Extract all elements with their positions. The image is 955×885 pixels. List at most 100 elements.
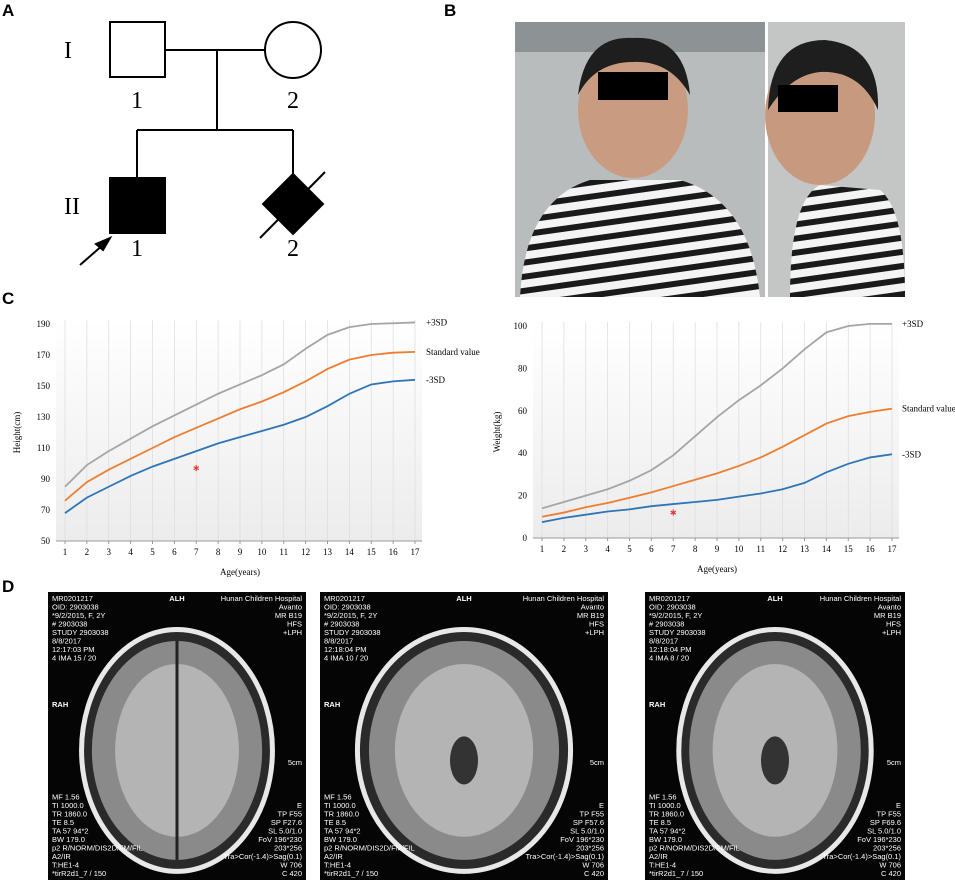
ventricles bbox=[450, 736, 478, 785]
mri-annotation: A2/IR bbox=[649, 852, 668, 861]
mri-annotation: STUDY 2903038 bbox=[649, 628, 706, 637]
mri-annotation: 12:18:04 PM bbox=[649, 645, 692, 654]
x-tick-label: 13 bbox=[323, 547, 333, 557]
x-tick-label: 1 bbox=[540, 544, 545, 554]
mri-annotation: FoV 196*230 bbox=[560, 835, 604, 844]
individual-id: 2 bbox=[287, 236, 299, 262]
series-line bbox=[541, 322, 892, 510]
mri-annotation: *9/2/2015, F, 2Y bbox=[52, 611, 105, 620]
individual-id: 1 bbox=[131, 88, 143, 114]
x-tick-label: 12 bbox=[301, 547, 310, 557]
mri-annotation: *tirR2d1_7 / 150 bbox=[649, 869, 703, 878]
series-line bbox=[64, 378, 416, 514]
mri-annotation: T:HE1-4 bbox=[52, 861, 79, 870]
mri-annotation: MR B19 bbox=[275, 611, 302, 620]
individual-id: 2 bbox=[287, 88, 299, 114]
mri-annotation: E bbox=[896, 801, 901, 810]
patient-photos bbox=[515, 22, 905, 297]
mri-annotation: A2/IR bbox=[324, 852, 343, 861]
mri-annotation: W 706 bbox=[582, 861, 604, 870]
x-tick-label: 1 bbox=[63, 547, 68, 557]
y-axis-title: Height(cm) bbox=[12, 412, 22, 453]
pedigree bbox=[79, 21, 326, 266]
mri-annotation: TI 1000.0 bbox=[649, 801, 681, 810]
x-tick-label: 3 bbox=[107, 547, 112, 557]
mri-annotation: TR 1860.0 bbox=[52, 810, 87, 819]
series-line bbox=[64, 351, 416, 502]
mri-annotation: TA 57 94*2 bbox=[52, 827, 89, 836]
series-label: -3SD bbox=[426, 375, 446, 385]
x-tick-label: 17 bbox=[888, 544, 898, 554]
series-line bbox=[64, 321, 416, 488]
x-tick-label: 6 bbox=[172, 547, 177, 557]
individual-id: 1 bbox=[131, 236, 143, 262]
mri-annotation: C 420 bbox=[282, 869, 302, 878]
x-tick-label: 13 bbox=[800, 544, 810, 554]
y-tick-label: 130 bbox=[37, 412, 51, 422]
mri-annotation: +LPH bbox=[882, 628, 901, 637]
mri-annotation: p2 R/NORM/DIS2D/FM/FIL bbox=[324, 844, 415, 853]
mri-annotation: RAH bbox=[324, 700, 340, 709]
plot-background bbox=[56, 320, 422, 541]
x-tick-label: 3 bbox=[584, 544, 589, 554]
mri-annotation: MF 1.56 bbox=[649, 793, 677, 802]
x-tick-label: 16 bbox=[866, 544, 876, 554]
mri-annotation: 203*256 bbox=[873, 844, 901, 853]
x-tick-label: 9 bbox=[238, 547, 243, 557]
mri-annotation: 5cm bbox=[887, 758, 901, 767]
mri-annotation: 203*256 bbox=[576, 844, 604, 853]
mri-annotation: 8/8/2017 bbox=[324, 637, 353, 646]
mri-annotation: RAH bbox=[52, 700, 68, 709]
mri-annotation: # 2903038 bbox=[52, 620, 87, 629]
mri-annotation: p2 R/NORM/DIS2D/FM/FIL bbox=[52, 844, 143, 853]
y-tick-label: 60 bbox=[518, 406, 528, 416]
x-tick-label: 11 bbox=[756, 544, 765, 554]
x-tick-label: 8 bbox=[693, 544, 698, 554]
mri-annotation: SL 5.0/1.0 bbox=[867, 827, 901, 836]
mri-annotation: A2/IR bbox=[52, 852, 71, 861]
x-tick-label: 4 bbox=[128, 547, 133, 557]
mri-annotation: TP F55 bbox=[278, 810, 302, 819]
mri-annotation: MF 1.56 bbox=[324, 793, 352, 802]
y-tick-label: 20 bbox=[518, 491, 528, 501]
mri-annotation: TI 1000.0 bbox=[324, 801, 356, 810]
mri-annotation: MR B19 bbox=[874, 611, 901, 620]
mri-annotation: OID: 2903038 bbox=[649, 603, 696, 612]
mri-annotation: 8/8/2017 bbox=[52, 637, 81, 646]
mri-annotation: ALH bbox=[456, 594, 471, 603]
mri-annotation: 4 IMA 15 / 20 bbox=[52, 654, 96, 663]
mri-annotation: # 2903038 bbox=[649, 620, 684, 629]
x-tick-label: 2 bbox=[562, 544, 567, 554]
y-tick-label: 100 bbox=[514, 321, 528, 331]
x-tick-label: 6 bbox=[649, 544, 654, 554]
panel-label: B bbox=[444, 1, 456, 20]
mri-annotation: W 706 bbox=[280, 861, 302, 870]
panel-label: C bbox=[2, 289, 14, 308]
mri-annotation: *tirR2d1_7 / 150 bbox=[324, 869, 378, 878]
mri-annotation: TE 8.5 bbox=[324, 818, 346, 827]
mri-annotation: FoV 196*230 bbox=[857, 835, 901, 844]
mri-annotation: TP F55 bbox=[580, 810, 604, 819]
y-tick-label: 70 bbox=[41, 505, 51, 515]
series-label: Standard value bbox=[902, 404, 955, 414]
mri-annotation: TE 8.5 bbox=[52, 818, 74, 827]
y-tick-label: 150 bbox=[37, 381, 51, 391]
mri-annotation: MF 1.56 bbox=[52, 793, 80, 802]
x-axis-title: Age(years) bbox=[220, 567, 260, 577]
x-axis-title: Age(years) bbox=[697, 564, 737, 574]
mri-annotation: MR0201217 bbox=[52, 594, 93, 603]
panel-label: A bbox=[2, 1, 14, 20]
y-axis-title: Weight(kg) bbox=[492, 412, 502, 453]
x-tick-label: 2 bbox=[85, 547, 90, 557]
mri-annotation: *9/2/2015, F, 2Y bbox=[649, 611, 702, 620]
ventricles bbox=[761, 736, 789, 785]
x-tick-label: 8 bbox=[216, 547, 221, 557]
mri-annotation: FoV 196*230 bbox=[258, 835, 302, 844]
y-tick-label: 170 bbox=[37, 350, 51, 360]
mri-annotation: Avanto bbox=[581, 603, 604, 612]
mri-annotation: Tra>Cor(-1.4)>Sag(0.1) bbox=[223, 852, 302, 861]
mri-annotation: T:HE1-4 bbox=[324, 861, 351, 870]
y-tick-label: 190 bbox=[37, 319, 51, 329]
mri-annotation: OID: 2903038 bbox=[324, 603, 371, 612]
y-tick-label: 80 bbox=[518, 363, 528, 373]
